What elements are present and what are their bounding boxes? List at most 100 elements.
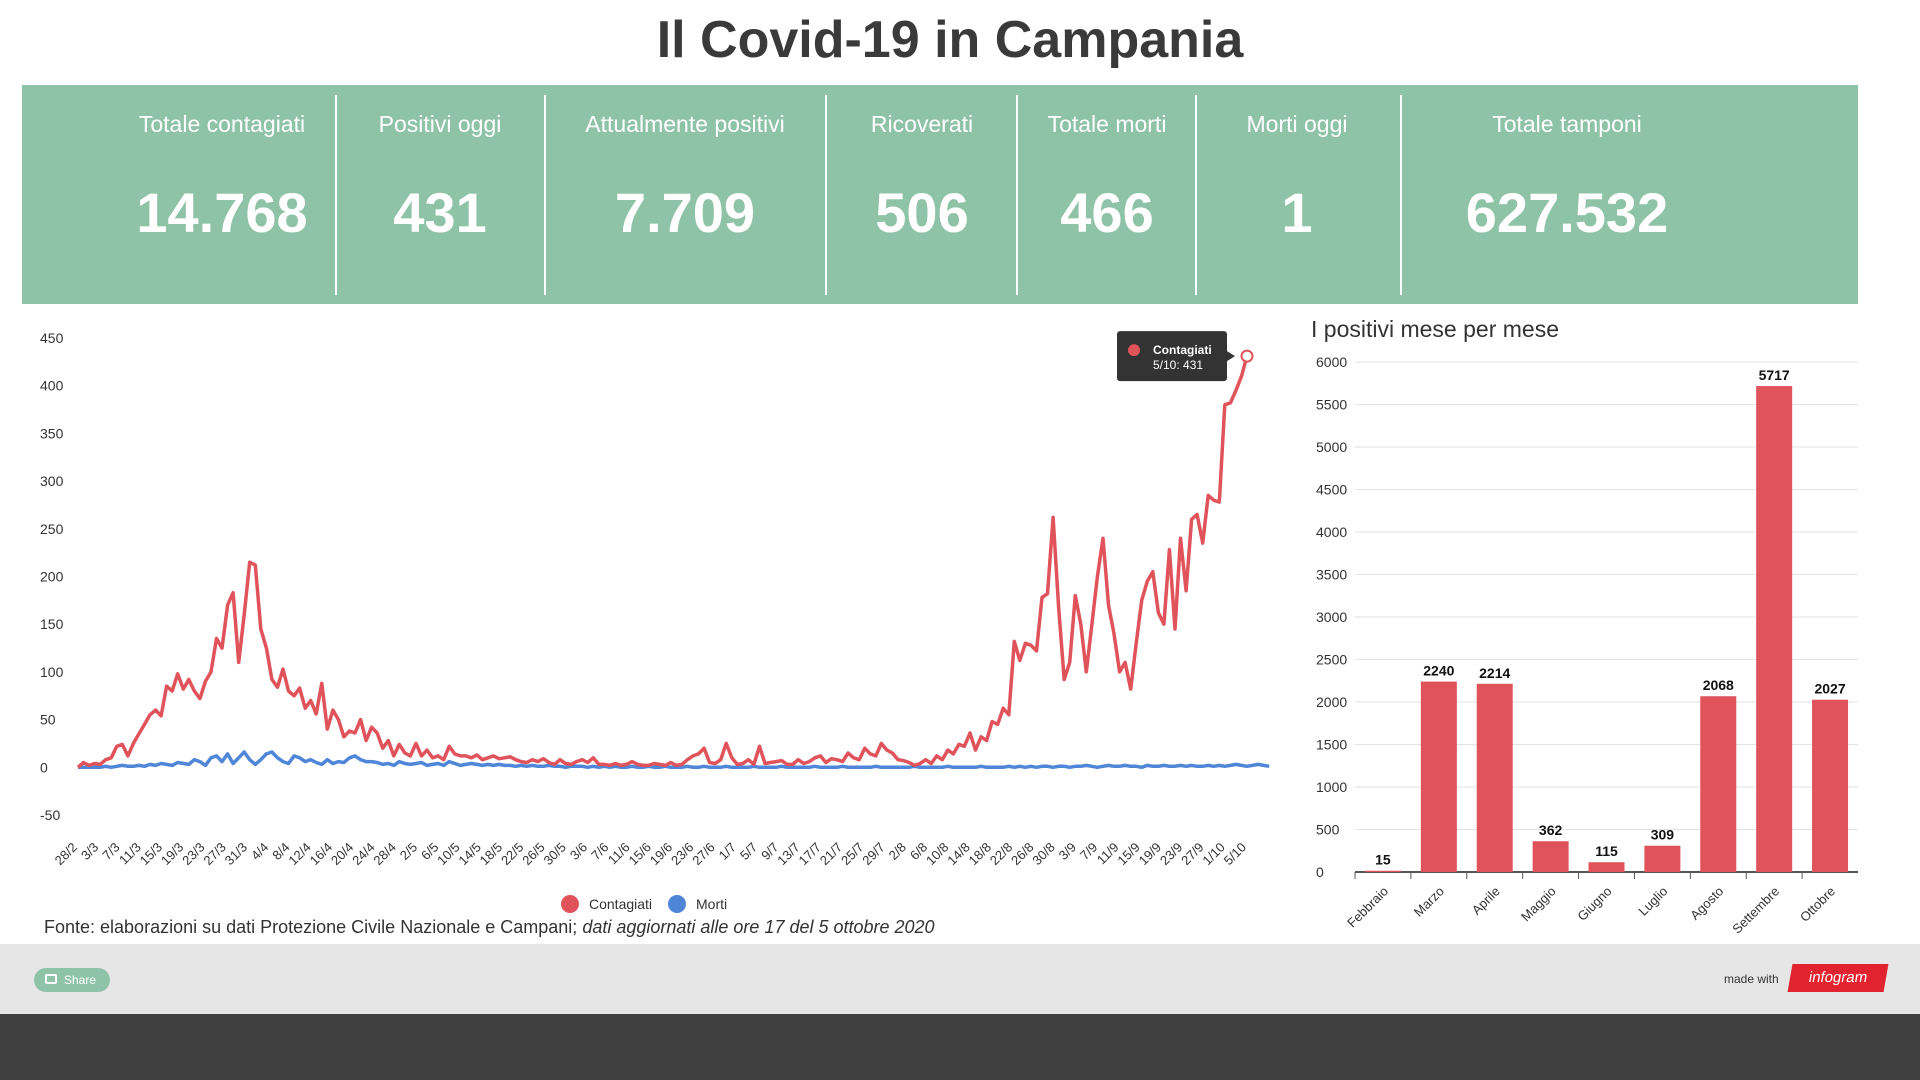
stat-totale-contagiati: Totale contagiati 14.768: [82, 85, 362, 304]
series-line-contagiati: [76, 355, 1249, 769]
stat-value: 627.532: [1465, 181, 1669, 244]
y-tick-label: 100: [40, 664, 64, 680]
y-tick-label: 150: [40, 616, 64, 632]
series-line-morti: [78, 750, 1270, 770]
legend-swatch-morti: [668, 895, 686, 913]
stat-label: Totale contagiati: [138, 111, 306, 137]
tooltip-dot: [1128, 344, 1140, 357]
share-icon: [45, 974, 57, 984]
category-label: Luglio: [1635, 884, 1670, 919]
y-tick-label: 500: [1316, 822, 1340, 838]
stat-value: 1: [1281, 181, 1313, 244]
tooltip-value: 5/10: 431: [1153, 358, 1203, 372]
tooltip-pointer: [1227, 351, 1235, 362]
stat-morti-oggi: Morti oggi 1: [1197, 85, 1397, 304]
page-title: Il Covid-19 in Campania: [656, 11, 1244, 69]
x-tick-label: 30/5: [540, 840, 569, 869]
y-tick-label: 4500: [1316, 482, 1347, 498]
share-button[interactable]: Share: [34, 968, 110, 992]
stats-band: Totale contagiati 14.768 Positivi oggi 4…: [22, 85, 1858, 304]
stat-divider: [1016, 95, 1018, 295]
x-tick-label: 28/4: [370, 840, 399, 869]
bar-agosto: [1700, 696, 1737, 872]
stat-divider: [1195, 95, 1197, 295]
stat-label: Morti oggi: [1246, 111, 1348, 137]
stat-value: 431: [393, 181, 487, 244]
stat-label: Positivi oggi: [378, 111, 502, 137]
stat-label: Totale morti: [1047, 111, 1167, 137]
bar-value-label: 309: [1651, 827, 1675, 843]
bar-value-label: 2214: [1479, 665, 1510, 681]
bar-febbraio: [1364, 870, 1401, 872]
bottom-bar: [0, 1014, 1920, 1080]
share-label: Share: [64, 973, 97, 987]
stat-value: 466: [1060, 181, 1154, 244]
bar-value-label: 115: [1595, 843, 1618, 859]
bar-luglio: [1644, 845, 1681, 872]
bar-value-label: 362: [1539, 822, 1563, 838]
y-tick-label: 5000: [1316, 439, 1347, 455]
bar-maggio: [1532, 841, 1569, 872]
stat-ricoverati: Ricoverati 506: [827, 85, 1017, 304]
y-tick-label: 350: [40, 425, 64, 441]
stat-divider: [825, 95, 827, 295]
x-tick-label: 2/5: [397, 840, 420, 863]
x-tick-label: 31/3: [222, 840, 251, 869]
stat-label: Ricoverati: [870, 111, 974, 137]
x-tick-label: 3/3: [78, 840, 101, 863]
y-tick-label: 250: [40, 521, 64, 537]
line-chart: -5005010015020025030035040045028/23/37/3…: [40, 330, 1270, 913]
source-italic: dati aggiornati alle ore 17 del 5 ottobr…: [582, 917, 935, 937]
y-tick-label: 1500: [1316, 737, 1347, 753]
bar-chart-title: I positivi mese per mese: [1311, 316, 1559, 342]
bar-value-label: 2027: [1814, 681, 1845, 697]
category-label: Aprile: [1469, 884, 1503, 918]
stat-divider: [1400, 95, 1402, 295]
category-label: Febbraio: [1344, 884, 1391, 931]
x-tick-label: 28/2: [52, 840, 81, 869]
y-tick-label: 0: [40, 759, 48, 775]
legend-label-morti: Morti: [696, 896, 727, 912]
y-tick-label: 1000: [1316, 779, 1347, 795]
bar-marzo: [1420, 681, 1457, 872]
category-label: Settembre: [1729, 884, 1782, 937]
y-tick-label: 4000: [1316, 524, 1347, 540]
category-label: Ottobre: [1797, 884, 1838, 925]
stat-totale-morti: Totale morti 466: [1018, 85, 1196, 304]
y-tick-label: 0: [1316, 864, 1324, 880]
bar-value-label: 5717: [1759, 367, 1790, 383]
stat-totale-tamponi: Totale tamponi 627.532: [1402, 85, 1732, 304]
stat-label: Totale tamponi: [1492, 111, 1642, 137]
x-tick-label: 2/8: [886, 840, 909, 863]
y-tick-label: 50: [40, 712, 56, 728]
infogram-logo[interactable]: infogram: [1787, 964, 1889, 992]
stat-value: 14.768: [136, 181, 308, 244]
x-tick-label: 30/8: [1029, 840, 1058, 869]
bar-aprile: [1476, 683, 1513, 872]
y-tick-label: 3500: [1316, 567, 1347, 583]
y-tick-label: 200: [40, 569, 64, 585]
category-label: Giugno: [1574, 884, 1614, 924]
category-label: Maggio: [1518, 884, 1559, 925]
x-tick-label: 29/7: [859, 840, 888, 869]
x-tick-label: 5/10: [1221, 840, 1250, 869]
y-tick-label: 300: [40, 473, 64, 489]
y-tick-label: 450: [40, 330, 64, 346]
stat-attualmente-positivi: Attualmente positivi 7.709: [546, 85, 824, 304]
legend-label-contagiati: Contagiati: [589, 896, 652, 912]
y-tick-label: 3000: [1316, 609, 1347, 625]
y-tick-label: 5500: [1316, 397, 1347, 413]
bar-ottobre: [1812, 699, 1849, 872]
x-tick-label: 3/9: [1056, 840, 1079, 863]
y-tick-label: 2500: [1316, 652, 1347, 668]
category-label: Marzo: [1411, 884, 1447, 920]
bar-value-label: 2240: [1423, 663, 1454, 679]
tooltip-box: [1117, 331, 1227, 382]
category-label: Agosto: [1687, 884, 1726, 923]
bar-settembre: [1756, 386, 1793, 872]
x-tick-label: 3/6: [567, 840, 590, 863]
bar-value-label: 2068: [1703, 677, 1734, 693]
y-tick-label: 2000: [1316, 694, 1347, 710]
bar-giugno: [1588, 862, 1625, 872]
stat-label: Attualmente positivi: [585, 111, 785, 137]
